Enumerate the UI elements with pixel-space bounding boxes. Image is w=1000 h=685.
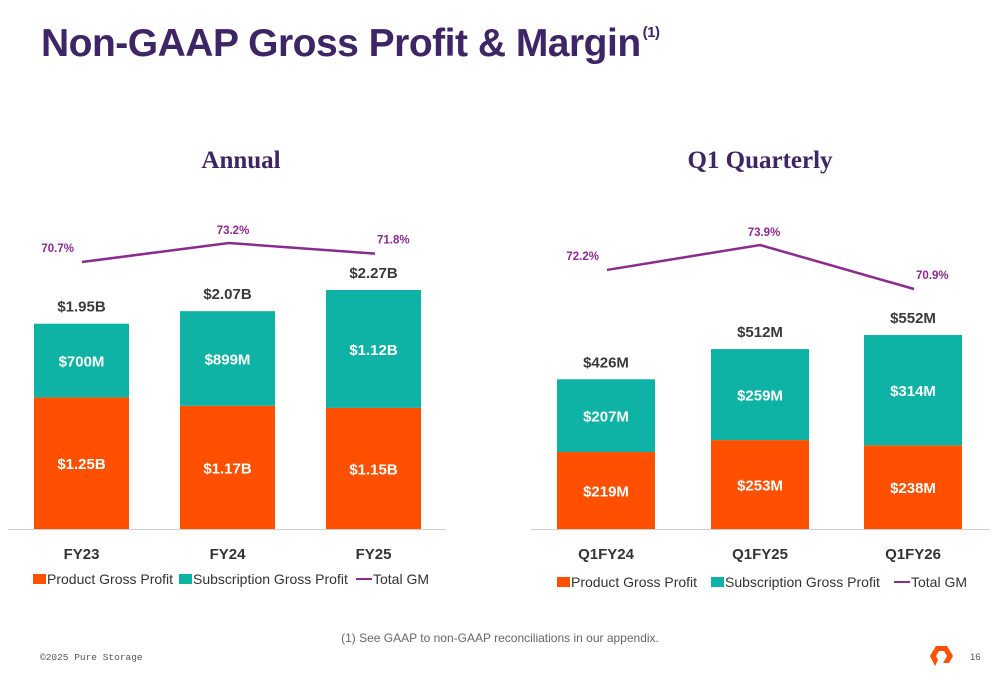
bar-subscription-gross-profit — [180, 311, 275, 406]
bar-label-product: $1.17B — [203, 460, 252, 477]
category-tick-label: Q1FY25 — [732, 546, 788, 563]
bar-product-gross-profit — [34, 397, 129, 529]
bar-label-subscription: $314M — [890, 383, 936, 400]
copyright: ©2025 Pure Storage — [40, 652, 143, 663]
bar-subscription-gross-profit — [864, 335, 962, 446]
bar-subscription-gross-profit — [326, 290, 421, 408]
bar-label-product: $1.15B — [349, 461, 398, 478]
total-gm-label: 72.2% — [566, 251, 599, 263]
bar-label-subscription: $1.12B — [349, 342, 398, 359]
category-tick-label: Q1FY24 — [578, 546, 635, 563]
legend-label-subscription: Subscription Gross Profit — [193, 571, 348, 587]
bar-label-product: $1.25B — [57, 456, 106, 473]
bar-label-product: $253M — [737, 478, 783, 495]
bar-label-subscription: $207M — [583, 409, 629, 426]
total-gm-line — [606, 243, 915, 291]
category-tick-label: Q1FY26 — [885, 546, 941, 563]
bar-product-gross-profit — [180, 405, 275, 529]
total-gm-label: 73.9% — [748, 227, 781, 239]
bar-total-label: $2.07B — [203, 286, 252, 303]
legend-label-product: Product Gross Profit — [47, 571, 173, 587]
chart-title: Annual — [201, 147, 280, 174]
bar-subscription-gross-profit — [711, 349, 809, 441]
legend-label-product: Product Gross Profit — [571, 574, 697, 590]
bar-total-label: $512M — [737, 324, 783, 341]
bar-total-label: $1.95B — [57, 299, 106, 316]
bar-label-product: $238M — [890, 480, 936, 497]
legend-label-total-gm: Total GM — [911, 574, 967, 590]
bar-product-gross-profit — [326, 407, 421, 529]
legend-swatch-product — [557, 577, 570, 587]
category-tick-label: FY25 — [356, 546, 392, 563]
bar-product-gross-profit — [557, 452, 655, 529]
bar-total-label: $426M — [583, 354, 629, 371]
bar-total-label: $2.27B — [349, 265, 398, 282]
total-gm-label: 71.8% — [377, 235, 410, 247]
legend-swatch-subscription — [711, 577, 724, 587]
bar-product-gross-profit — [711, 440, 809, 529]
total-gm-line — [81, 241, 376, 264]
total-gm-label: 70.7% — [41, 243, 74, 255]
category-tick-label: FY24 — [210, 546, 247, 563]
bar-label-product: $219M — [583, 484, 629, 501]
bar-product-gross-profit — [864, 445, 962, 529]
legend-swatch-product — [33, 574, 46, 584]
legend-label-subscription: Subscription Gross Profit — [725, 574, 880, 590]
pure-storage-logo-icon — [930, 646, 953, 666]
bar-subscription-gross-profit — [34, 323, 129, 398]
total-gm-label: 70.9% — [916, 270, 949, 282]
total-gm-label: 73.2% — [217, 225, 250, 237]
footnote: (1) See GAAP to non-GAAP reconciliations… — [341, 631, 659, 645]
bar-label-subscription: $700M — [59, 354, 105, 371]
legend-swatch-subscription — [179, 574, 192, 584]
chart-title: Q1 Quarterly — [687, 147, 833, 174]
category-tick-label: FY23 — [64, 546, 100, 563]
bar-total-label: $552M — [890, 310, 936, 327]
bar-label-subscription: $259M — [737, 388, 783, 405]
page-number: 16 — [970, 652, 981, 663]
slide-title: Non-GAAP Gross Profit & Margin (1) — [41, 22, 660, 66]
bar-label-subscription: $899M — [205, 351, 251, 368]
bar-subscription-gross-profit — [557, 379, 655, 453]
title-footnote-marker: (1) — [642, 24, 660, 41]
legend-label-total-gm: Total GM — [373, 571, 429, 587]
slide-title-text: Non-GAAP Gross Profit & Margin — [41, 22, 641, 65]
